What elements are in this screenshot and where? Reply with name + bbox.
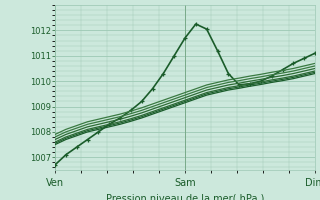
X-axis label: Pression niveau de la mer( hPa ): Pression niveau de la mer( hPa )	[106, 193, 264, 200]
